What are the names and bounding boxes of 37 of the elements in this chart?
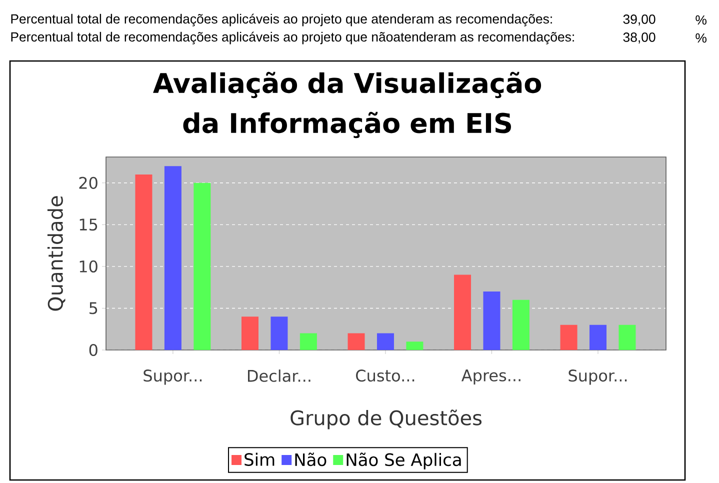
bar — [454, 274, 472, 350]
bar — [135, 174, 152, 350]
text: Percentual total de recomendações aplicáveis ao projeto que atenderam as recomendações: — [11, 14, 552, 26]
y-tick-label: 5 — [90, 302, 98, 314]
text: % — [696, 15, 706, 25]
bar — [512, 300, 530, 350]
bar — [164, 166, 182, 350]
bar — [270, 316, 288, 350]
legend-label: Não — [295, 452, 326, 466]
text: 39,00 — [623, 14, 656, 26]
bar — [483, 292, 500, 350]
text: % — [696, 33, 706, 43]
y-tick-label: 0 — [89, 344, 98, 356]
x-axis-title: Grupo de Questões — [290, 410, 482, 430]
bar — [560, 324, 578, 350]
text: 38,00 — [623, 32, 656, 44]
bar — [590, 324, 607, 350]
legend-label: Sim — [244, 452, 274, 466]
x-tick-label: Supor... — [568, 370, 627, 385]
bar — [348, 333, 365, 350]
bar — [618, 324, 636, 350]
text: Percentual total de recomendações aplicáveis ao projeto que nãoatenderam as recomendações: — [11, 32, 574, 44]
bar — [241, 316, 258, 350]
y-tick-label: 10 — [80, 260, 98, 272]
chart-title: Avaliação da Visualização da Informação em EIS — [153, 72, 542, 138]
x-tick-label: Declar... — [248, 370, 310, 382]
bar — [406, 342, 424, 350]
legend-label: Não Se Aplica — [346, 452, 461, 470]
y-tick-label: 20 — [79, 176, 98, 189]
bar — [300, 333, 317, 350]
x-tick-label: Supor... — [144, 370, 202, 385]
bar — [376, 333, 394, 350]
bar — [194, 182, 211, 350]
x-tick-label: Custo... — [356, 370, 414, 382]
y-axis-title: Quantidade — [47, 196, 66, 311]
x-tick-label: Apres... — [461, 370, 520, 385]
y-tick-label: 15 — [80, 218, 98, 231]
